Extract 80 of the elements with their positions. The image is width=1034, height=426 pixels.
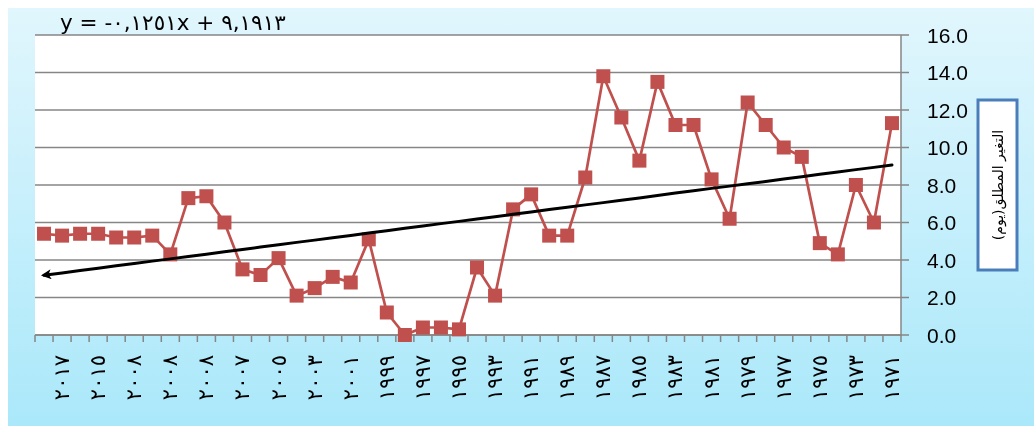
x-tick-label: ٢٠٠٥ xyxy=(266,355,291,401)
y-tick-label: 0.0 xyxy=(927,323,957,347)
point xyxy=(740,95,755,110)
point xyxy=(542,228,557,243)
point xyxy=(433,320,448,335)
point xyxy=(488,288,503,303)
y-tick-label: 4.0 xyxy=(927,248,957,272)
y-tick-label: 2.0 xyxy=(927,286,957,309)
x-tick-label: ٢٠٠٨ xyxy=(194,355,219,401)
point xyxy=(397,328,412,342)
point xyxy=(704,172,719,187)
point xyxy=(794,149,809,164)
annotation: y = -٠,١٢٥١x + ٩,١٩١٣ xyxy=(60,10,286,35)
point xyxy=(451,322,466,337)
x-tick-label: ١٩٨٩ xyxy=(555,355,580,401)
point xyxy=(379,305,394,320)
point xyxy=(235,262,250,277)
x-tick-label: ١٩٨٥ xyxy=(627,355,652,401)
x-tick-label: ١٩٩٧ xyxy=(410,355,435,401)
point xyxy=(253,268,268,282)
point xyxy=(199,189,214,204)
point xyxy=(109,230,124,245)
point xyxy=(614,110,629,125)
point xyxy=(37,226,52,241)
point xyxy=(830,247,845,262)
x-tick-label: ٢٠٠٨ xyxy=(122,355,147,401)
x-tick-label: ٢٠٠١ xyxy=(338,355,363,401)
point xyxy=(632,153,647,168)
point xyxy=(55,228,70,243)
y-axis-title: التغير المطلق(يوم) xyxy=(989,129,1007,241)
x-tick-label: ١٩٧١ xyxy=(879,355,904,401)
x-tick-label: ١٩٨٣ xyxy=(663,355,688,401)
y-tick-label: 10.0 xyxy=(927,136,968,159)
x-tick-label: ٢٠١٥ xyxy=(86,355,111,401)
x-tick-label: ١٩٩١ xyxy=(519,355,544,401)
x-tick-label: ٢٠٠٨ xyxy=(158,355,183,401)
point xyxy=(722,211,737,226)
x-tick-label: ٢٠٠٧ xyxy=(230,355,255,401)
point xyxy=(524,187,539,202)
point xyxy=(289,288,304,303)
point xyxy=(73,226,88,241)
point xyxy=(343,275,358,290)
point xyxy=(145,228,160,243)
y-tick-label: 14.0 xyxy=(927,61,968,84)
point xyxy=(650,74,665,89)
point xyxy=(560,228,575,243)
point xyxy=(884,116,899,131)
y-tick-label: 8.0 xyxy=(927,173,957,197)
y-tick-label: 16.0 xyxy=(927,23,968,47)
y-tick-label: 12.0 xyxy=(927,98,968,122)
x-tick-label: ١٩٨١ xyxy=(699,355,724,401)
point xyxy=(127,230,142,245)
point xyxy=(776,140,791,155)
point xyxy=(758,118,773,132)
point xyxy=(848,178,863,192)
point xyxy=(217,215,232,230)
x-tick-label: ١٩٩٩ xyxy=(374,355,399,401)
point xyxy=(181,191,196,206)
point xyxy=(866,215,881,230)
x-tick-label: ١٩٨٧ xyxy=(591,355,616,401)
point xyxy=(415,320,430,335)
x-tick-label: ٢٠١٧ xyxy=(50,355,75,401)
point xyxy=(325,269,340,284)
point xyxy=(812,236,827,251)
point xyxy=(470,260,485,275)
point xyxy=(596,69,611,84)
point xyxy=(91,226,106,241)
x-tick-label: ٢٠٠٣ xyxy=(302,355,327,401)
x-tick-label: ١٩٩٣ xyxy=(483,355,508,401)
x-tick-label: ١٩٧٩ xyxy=(735,355,760,401)
point xyxy=(307,281,322,296)
x-tick-label: ١٩٧٧ xyxy=(771,355,796,401)
y-tick-label: 6.0 xyxy=(927,211,957,234)
point xyxy=(686,118,701,132)
point xyxy=(668,118,683,132)
x-tick-label: ١٩٩٥ xyxy=(446,355,471,401)
x-tick-label: ١٩٧٥ xyxy=(807,355,832,401)
point xyxy=(578,170,593,185)
point xyxy=(271,251,286,266)
x-tick-label: ١٩٧٣ xyxy=(843,355,868,401)
